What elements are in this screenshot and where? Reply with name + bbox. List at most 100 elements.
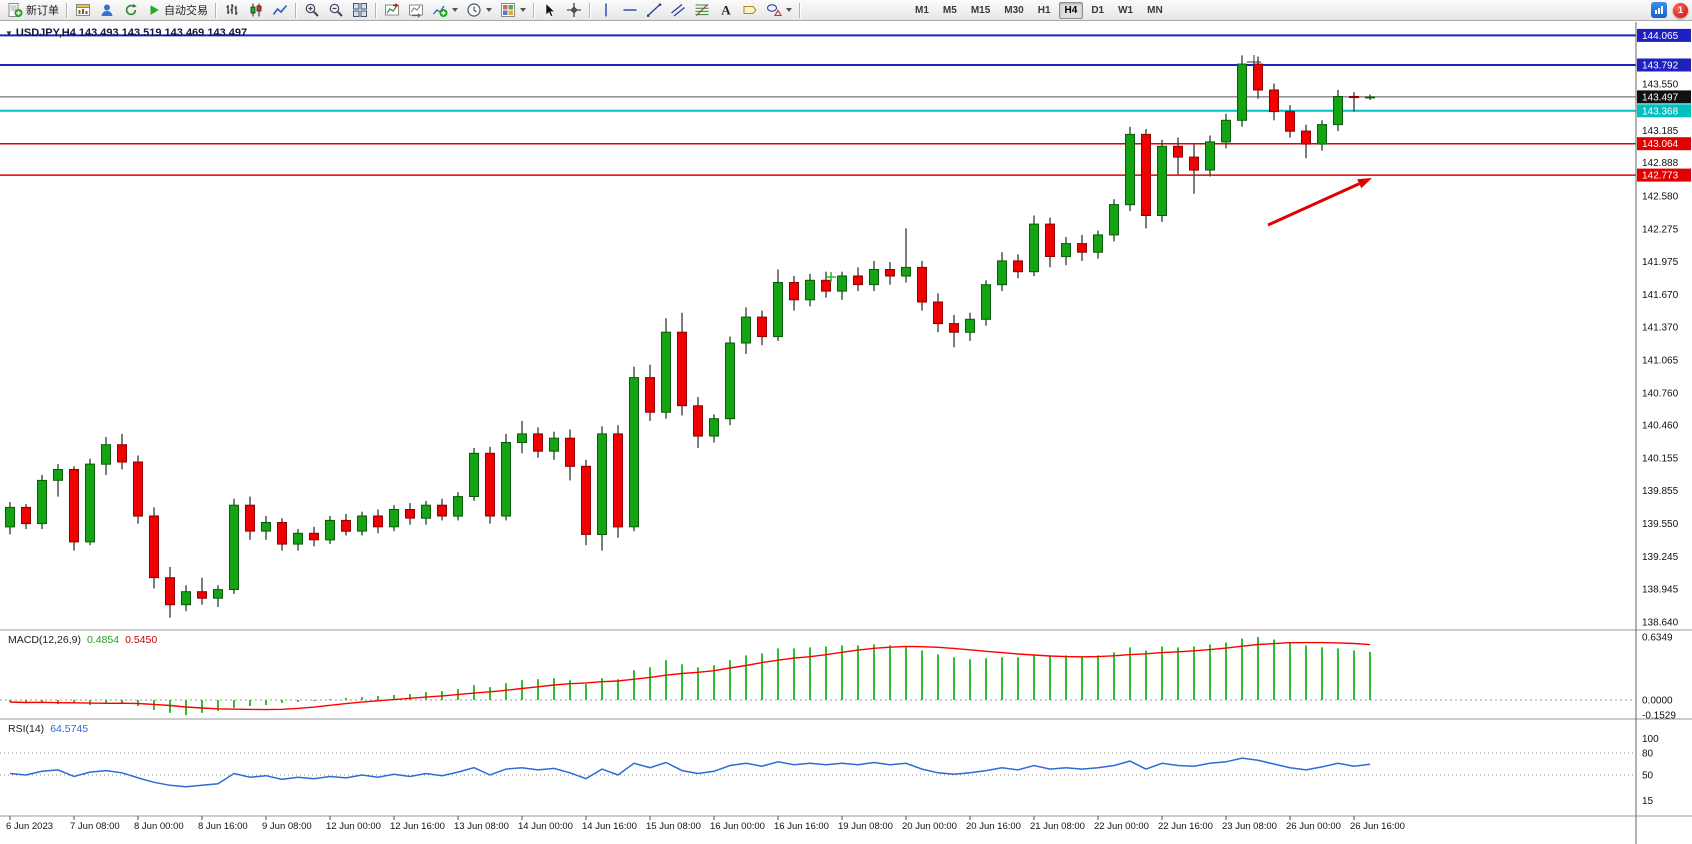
cursor-button[interactable] xyxy=(538,1,562,20)
profiles-button[interactable] xyxy=(95,1,119,20)
svg-text:20 Jun 00:00: 20 Jun 00:00 xyxy=(902,821,957,832)
horizontal-line-button[interactable] xyxy=(618,1,642,20)
timeframe-w1-button[interactable]: W1 xyxy=(1112,2,1139,19)
notification-badge[interactable]: 1 xyxy=(1673,2,1688,18)
templates-icon xyxy=(501,3,515,17)
macd-title: MACD(12,26,9) xyxy=(8,634,81,646)
svg-text:141.975: 141.975 xyxy=(1642,257,1679,268)
community-glyph-icon xyxy=(1655,6,1663,14)
chart-shift-icon xyxy=(385,3,399,16)
timeframe-mn-button[interactable]: MN xyxy=(1141,2,1169,19)
trendline-button[interactable] xyxy=(642,1,666,20)
svg-text:139.855: 139.855 xyxy=(1642,486,1679,497)
svg-text:140.760: 140.760 xyxy=(1642,388,1679,399)
zoom-in-button[interactable] xyxy=(300,1,324,20)
annotations[interactable] xyxy=(826,55,1372,282)
line-chart-button[interactable] xyxy=(268,1,292,20)
svg-text:8 Jun 16:00: 8 Jun 16:00 xyxy=(198,821,248,832)
svg-text:14 Jun 16:00: 14 Jun 16:00 xyxy=(582,821,637,832)
expand-triangle-icon[interactable]: ▼ xyxy=(5,29,13,38)
zoom-out-button[interactable] xyxy=(324,1,348,20)
toolbar-right: 1 xyxy=(1651,2,1688,18)
text-button[interactable]: A xyxy=(714,1,738,20)
new-order-button[interactable]: 新订单 xyxy=(3,1,63,20)
templates-button[interactable] xyxy=(496,1,530,20)
red-arrow-head xyxy=(1357,178,1372,189)
autotrading-button[interactable]: 自动交易 xyxy=(143,1,212,20)
indicators-icon xyxy=(433,5,448,17)
macd-panel xyxy=(0,637,1636,716)
macd-signal-value: 0.5450 xyxy=(125,634,158,646)
channel-button[interactable] xyxy=(666,1,690,20)
indicators-button[interactable] xyxy=(428,1,462,20)
svg-text:12 Jun 00:00: 12 Jun 00:00 xyxy=(326,821,381,832)
svg-text:140.155: 140.155 xyxy=(1642,454,1679,465)
fibonacci-icon xyxy=(695,4,709,16)
channel-icon xyxy=(671,3,685,17)
chart-shift-button[interactable] xyxy=(380,1,404,20)
candlesticks xyxy=(5,55,1375,618)
fibonacci-button[interactable] xyxy=(690,1,714,20)
svg-text:A: A xyxy=(721,3,731,18)
svg-text:143.792: 143.792 xyxy=(1642,61,1679,72)
refresh-button[interactable] xyxy=(119,1,143,20)
timeframe-m5-button[interactable]: M5 xyxy=(937,2,963,19)
horizontal-line-icon xyxy=(623,9,637,11)
macd-indicator-label: MACD(12,26,9) 0.4854 0.5450 xyxy=(8,634,157,646)
level-lines[interactable] xyxy=(0,34,1636,176)
rsi-title: RSI(14) xyxy=(8,723,45,735)
timeframe-m1-button[interactable]: M1 xyxy=(909,2,935,19)
timeframe-h4-button[interactable]: H4 xyxy=(1058,1,1084,19)
svg-text:7 Jun 08:00: 7 Jun 08:00 xyxy=(70,821,120,832)
toolbar-separator xyxy=(589,2,591,18)
time-axis[interactable]: 6 Jun 2023 7 Jun 08:00 8 Jun 00:00 8 Jun 16… xyxy=(6,816,1405,832)
cursor-icon xyxy=(545,2,556,17)
price-axis[interactable]: 143.550 143.185 142.888 142.580 142.275 141.9… xyxy=(1637,28,1691,807)
crosshair-icon xyxy=(567,3,581,17)
periods-button[interactable] xyxy=(462,1,496,20)
new-chart-button[interactable] xyxy=(71,1,95,20)
svg-text:26 Jun 16:00: 26 Jun 16:00 xyxy=(1350,821,1405,832)
trendline-icon xyxy=(647,3,662,17)
text-icon: A xyxy=(721,3,731,18)
chart-canvas[interactable]: 143.550 143.185 142.888 142.580 142.275 141.9… xyxy=(0,22,1692,844)
panel-separators[interactable] xyxy=(0,22,1692,844)
candlestick-button[interactable] xyxy=(244,1,268,20)
svg-text:22 Jun 16:00: 22 Jun 16:00 xyxy=(1158,821,1213,832)
svg-text:142.580: 142.580 xyxy=(1642,192,1679,203)
tile-windows-button[interactable] xyxy=(348,1,372,20)
toolbar-separator xyxy=(66,2,68,18)
toolbar-separator xyxy=(375,2,377,18)
svg-text:142.773: 142.773 xyxy=(1642,171,1679,182)
shapes-icon xyxy=(766,4,782,17)
timeframe-h1-button[interactable]: H1 xyxy=(1032,2,1057,19)
timeframe-m30-button[interactable]: M30 xyxy=(998,2,1029,19)
tile-windows-icon xyxy=(353,3,367,17)
shapes-button[interactable] xyxy=(762,1,796,20)
vertical-line-button[interactable] xyxy=(594,1,618,20)
toolbar-separator xyxy=(533,2,535,18)
toolbar-separator xyxy=(799,2,801,18)
crosshair-button[interactable] xyxy=(562,1,586,20)
svg-text:23 Jun 08:00: 23 Jun 08:00 xyxy=(1222,821,1277,832)
zoom-out-icon xyxy=(329,3,343,17)
svg-text:20 Jun 16:00: 20 Jun 16:00 xyxy=(966,821,1021,832)
new-order-label: 新订单 xyxy=(26,5,59,17)
auto-scroll-button[interactable] xyxy=(404,1,428,20)
svg-text:15 Jun 08:00: 15 Jun 08:00 xyxy=(646,821,701,832)
symbol-ohlc-text: USDJPY,H4 143.493 143.519 143.469 143.49… xyxy=(15,27,248,39)
bar-chart-button[interactable] xyxy=(220,1,244,20)
timeframe-m15-button[interactable]: M15 xyxy=(965,2,996,19)
timeframe-d1-button[interactable]: D1 xyxy=(1085,2,1110,19)
community-icon[interactable] xyxy=(1651,2,1667,18)
symbol-ohlc-label: ▼ USDJPY,H4 143.493 143.519 143.469 143.4… xyxy=(5,27,247,39)
svg-text:9 Jun 08:00: 9 Jun 08:00 xyxy=(262,821,312,832)
refresh-icon xyxy=(125,3,137,16)
autotrading-label: 自动交易 xyxy=(164,5,208,17)
periods-icon xyxy=(467,3,481,17)
profiles-icon xyxy=(101,4,113,16)
label-button[interactable] xyxy=(738,1,762,20)
notification-count: 1 xyxy=(1677,5,1683,15)
chart-window: 143.550 143.185 142.888 142.580 142.275 141.9… xyxy=(0,22,1692,844)
svg-text:16 Jun 00:00: 16 Jun 00:00 xyxy=(710,821,765,832)
